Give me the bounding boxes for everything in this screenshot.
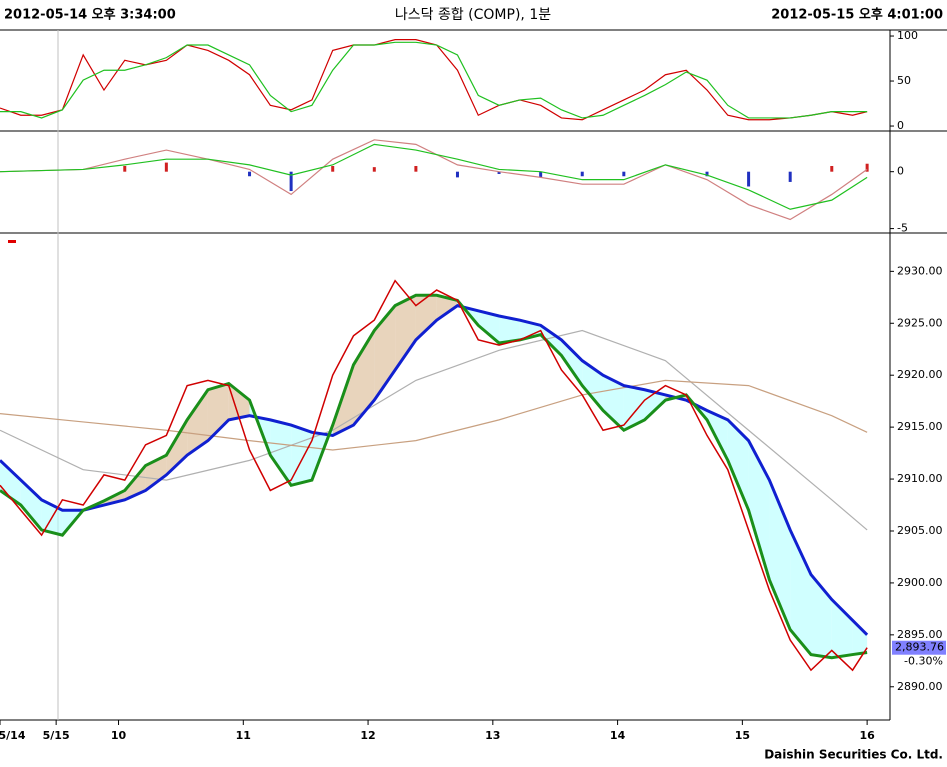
chart-title: 나스닥 종합 (COMP), 1분 [395, 7, 551, 23]
histogram-bar [164, 162, 168, 172]
ma-band [540, 325, 562, 356]
y-tick-label: 2910.00 [897, 472, 943, 485]
histogram-bar [455, 171, 459, 178]
ma-band [187, 389, 208, 456]
x-tick-label: 10 [111, 729, 127, 742]
histogram-bar [289, 171, 293, 192]
histogram-bar [372, 167, 376, 172]
end-time: 2012-05-15 오후 4:01:00 [771, 7, 943, 23]
x-tick-label: 11 [236, 729, 251, 742]
y-tick-label: 2925.00 [897, 316, 943, 329]
ma-band [831, 599, 853, 658]
ma-band [395, 295, 416, 371]
histogram-bar [123, 166, 127, 172]
ma-band [415, 295, 437, 340]
series-line [0, 41, 868, 119]
ma-band [20, 480, 42, 530]
ma-band [166, 419, 188, 475]
series-line [0, 293, 868, 660]
y-tick-label: -5 [897, 222, 908, 235]
histogram-bar [830, 166, 834, 172]
ma-band [228, 383, 250, 420]
x-tick-label: 13 [485, 729, 500, 742]
series-line [0, 379, 868, 451]
ma-band [353, 330, 375, 426]
footer: Daishin Securities Co. Ltd. [764, 748, 943, 762]
x-tick-label: 5/15 [43, 729, 70, 742]
x-tick-label: 16 [859, 729, 875, 742]
histogram-bar [747, 171, 751, 187]
y-tick-label: 2890.00 [897, 680, 943, 693]
y-tick-label: 2915.00 [897, 420, 943, 433]
x-tick-label: 15 [735, 729, 750, 742]
histogram-bar [248, 171, 252, 177]
ma-band [478, 310, 500, 344]
last-price-label: 2,893.76 [895, 641, 944, 654]
histogram-bar [622, 171, 626, 177]
y-tick-label: 0 [897, 165, 904, 178]
y-tick-label: 50 [897, 74, 911, 87]
ma-band [561, 339, 583, 386]
series-line [0, 279, 868, 672]
histogram-bar [414, 166, 418, 172]
histogram-bar [539, 171, 543, 178]
y-tick-label: 2900.00 [897, 576, 943, 589]
ma-band [207, 383, 229, 441]
x-tick-label: 5/14 [0, 729, 26, 742]
histogram-bar [705, 171, 709, 177]
x-tick-label: 12 [360, 729, 375, 742]
indicator-marker [8, 240, 16, 243]
ma-band [852, 620, 868, 655]
ma-band [436, 295, 458, 321]
y-tick-label: 2895.00 [897, 628, 943, 641]
series-line [0, 304, 869, 636]
histogram-bar [580, 171, 584, 177]
ma-band [727, 419, 749, 511]
ma-band [748, 440, 770, 580]
y-tick-label: 2930.00 [897, 264, 943, 277]
y-tick-label: 2920.00 [897, 368, 943, 381]
ma-band [270, 419, 292, 486]
ma-band [291, 425, 312, 486]
last-price-tag [892, 640, 946, 655]
x-tick-label: 14 [610, 729, 626, 742]
ma-band [790, 529, 811, 655]
histogram-bar [331, 166, 335, 172]
y-tick-label: 0 [897, 119, 904, 132]
histogram-bar [865, 163, 869, 172]
histogram-bar [788, 171, 792, 182]
y-tick-label: 2905.00 [897, 524, 943, 537]
histogram-bar [497, 171, 501, 174]
series-line [0, 139, 868, 221]
start-time: 2012-05-14 오후 3:34:00 [4, 7, 176, 23]
ma-band [499, 316, 520, 344]
change-label: -0.30% [904, 655, 943, 668]
y-tick-label: 100 [897, 29, 918, 42]
series-line [0, 329, 868, 531]
series-line [0, 143, 868, 210]
